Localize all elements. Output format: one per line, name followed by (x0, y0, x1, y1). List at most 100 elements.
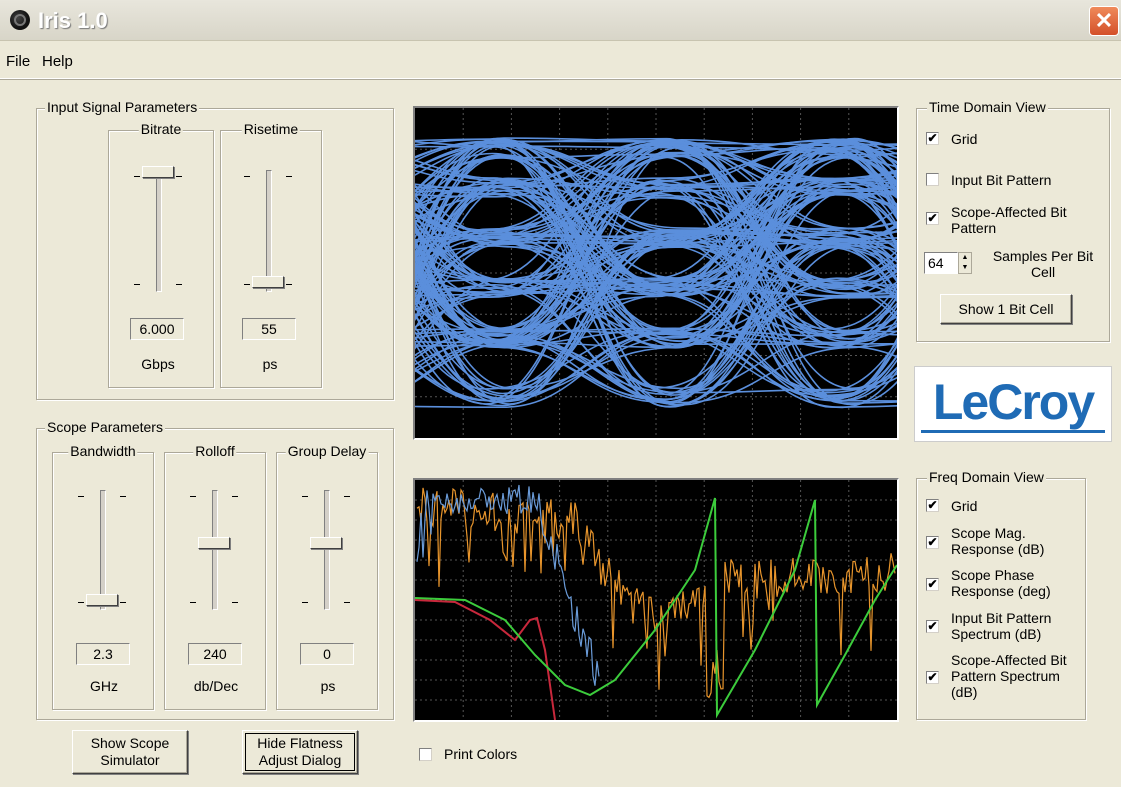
slider-tick (190, 602, 196, 603)
scope-phase-label: Scope Phase Response (deg) (951, 567, 1051, 599)
print-colors-label: Print Colors (444, 746, 518, 762)
scope-affected-spectrum-checkbox[interactable]: ✔ (926, 670, 939, 684)
scope-mag-checkbox[interactable]: ✔ (926, 535, 939, 549)
freq-grid-checkbox[interactable]: ✔ (926, 498, 939, 512)
input-signal-title: Input Signal Parameters (45, 99, 200, 115)
freq-domain-title: Freq Domain View (927, 469, 1046, 485)
slider-track[interactable] (156, 170, 162, 292)
menu-file[interactable]: File (6, 53, 31, 70)
scope-mag-label: Scope Mag. Response (dB) (951, 525, 1045, 557)
rolloff-label: Rolloff (193, 443, 237, 459)
slider-tick (190, 496, 196, 497)
slider-thumb[interactable] (198, 537, 230, 550)
slider-tick (78, 496, 84, 497)
slider-track[interactable] (100, 490, 106, 610)
freq-plot (415, 480, 897, 720)
input-spectrum-label: Input Bit Pattern Spectrum (dB) (951, 610, 1052, 642)
slider-tick (302, 496, 308, 497)
bitrate-group: Bitrate (108, 121, 214, 388)
slider-tick (244, 284, 250, 285)
blue-trace (416, 484, 600, 686)
freq-grid-label: Grid (951, 498, 978, 514)
slider-tick (344, 496, 350, 497)
time-domain-group: Time Domain View (916, 99, 1110, 342)
input-spectrum-checkbox[interactable]: ✔ (926, 619, 939, 633)
logo-text: LeCroy (932, 374, 1095, 430)
samples-input[interactable]: 64 (924, 252, 958, 274)
bandwidth-unit: GHz (90, 678, 118, 694)
slider-tick (286, 176, 292, 177)
slider-tick (120, 496, 126, 497)
bandwidth-group: Bandwidth (52, 443, 154, 710)
bitrate-value[interactable]: 6.000 (130, 318, 184, 340)
slider-tick (176, 284, 182, 285)
rolloff-group: Rolloff (164, 443, 266, 710)
group-delay-unit: ps (320, 678, 336, 694)
show-1-bit-cell-button[interactable]: Show 1 Bit Cell (940, 294, 1072, 324)
slider-track[interactable] (212, 490, 218, 610)
slider-tick (232, 602, 238, 603)
scope-phase-checkbox[interactable]: ✔ (926, 577, 939, 591)
group-delay-label: Group Delay (285, 443, 369, 459)
slider-tick (134, 176, 140, 177)
eye-diagram-display (413, 106, 899, 440)
group-delay-value[interactable]: 0 (300, 643, 354, 665)
menu-bar: File Help (0, 46, 1121, 79)
menu-help[interactable]: Help (42, 53, 73, 70)
bandwidth-label: Bandwidth (68, 443, 138, 459)
slider-track[interactable] (324, 490, 330, 610)
scope-affected-checkbox[interactable]: ✔ (926, 211, 939, 225)
risetime-group: Risetime (220, 121, 322, 388)
print-colors-checkbox[interactable] (419, 748, 432, 761)
slider-tick (344, 602, 350, 603)
time-grid-checkbox[interactable]: ✔ (926, 131, 939, 145)
slider-tick (134, 284, 140, 285)
risetime-value[interactable]: 55 (242, 318, 296, 340)
scope-params-title: Scope Parameters (45, 419, 165, 435)
input-bit-pattern-checkbox[interactable] (926, 173, 939, 186)
eye-diagram-plot (415, 108, 897, 438)
input-signal-group: Input Signal Parameters (36, 99, 394, 400)
slider-thumb[interactable] (142, 166, 174, 179)
bandwidth-value[interactable]: 2.3 (76, 643, 130, 665)
slider-track[interactable] (266, 170, 272, 292)
rolloff-unit: db/Dec (193, 678, 239, 694)
bitrate-unit: Gbps (141, 356, 175, 372)
show-scope-simulator-button[interactable]: Show Scope Simulator (72, 730, 188, 774)
risetime-label: Risetime (241, 121, 301, 137)
slider-tick (302, 602, 308, 603)
slider-tick (176, 176, 182, 177)
scope-affected-label: Scope-Affected Bit Pattern (951, 204, 1067, 236)
title-bar[interactable]: Iris 1.0 ✕ (0, 0, 1121, 41)
group-delay-group: Group Delay (276, 443, 378, 710)
freq-display (413, 478, 899, 722)
slider-thumb[interactable] (86, 593, 118, 606)
input-bit-pattern-label: Input Bit Pattern (951, 172, 1052, 188)
green-trace (415, 497, 897, 719)
red-trace (415, 599, 556, 720)
slider-tick (286, 284, 292, 285)
eye-traces (415, 137, 897, 409)
close-button[interactable]: ✕ (1089, 6, 1119, 36)
time-domain-title: Time Domain View (927, 99, 1048, 115)
spin-up-icon[interactable]: ▲ (961, 254, 969, 261)
rolloff-value[interactable]: 240 (188, 643, 242, 665)
lecroy-logo: LeCroy (914, 366, 1112, 442)
app-icon (10, 10, 30, 30)
samples-spinner[interactable]: ▲ ▼ (958, 252, 972, 274)
risetime-unit: ps (262, 356, 278, 372)
window-title: Iris 1.0 (38, 8, 108, 33)
time-grid-label: Grid (951, 131, 978, 147)
slider-tick (232, 496, 238, 497)
bitrate-label: Bitrate (138, 121, 184, 137)
slider-tick (78, 602, 84, 603)
hide-flatness-button[interactable]: Hide Flatness Adjust Dialog (242, 730, 358, 774)
slider-thumb[interactable] (310, 537, 342, 550)
scope-params-group: Scope Parameters (36, 419, 394, 720)
slider-thumb[interactable] (252, 275, 284, 288)
scope-affected-spectrum-label: Scope-Affected Bit Pattern Spectrum (dB) (951, 652, 1067, 700)
spin-down-icon[interactable]: ▼ (961, 264, 969, 271)
slider-tick (120, 602, 126, 603)
slider-tick (244, 176, 250, 177)
samples-label: Samples Per Bit Cell (992, 248, 1094, 280)
